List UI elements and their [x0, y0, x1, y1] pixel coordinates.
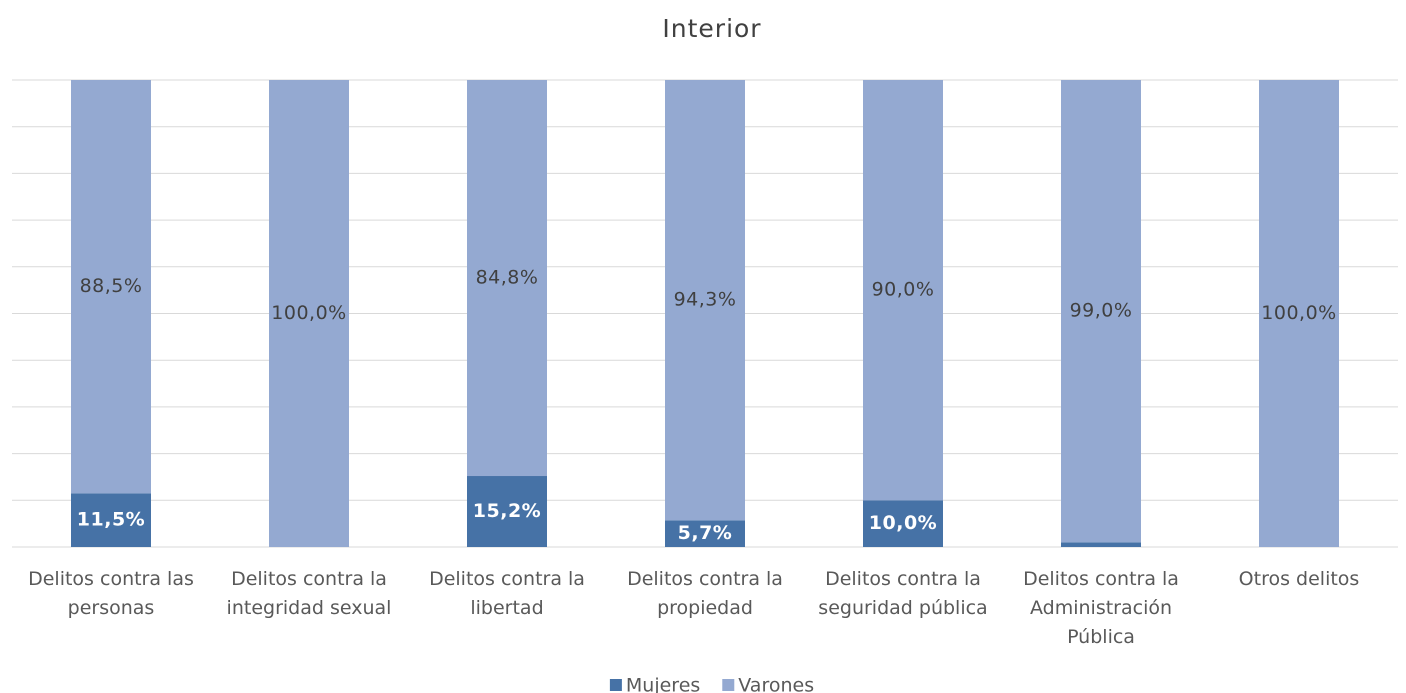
data-label: 100,0% — [1261, 302, 1336, 324]
bar-segment — [1061, 80, 1141, 543]
bar-segment — [71, 80, 151, 494]
x-tick-label: Delitos contra la libertad — [429, 568, 585, 619]
legend-swatch — [609, 679, 622, 691]
legend-label: Varones — [738, 675, 814, 693]
bar-segment — [467, 476, 547, 547]
data-label: 88,5% — [80, 275, 143, 297]
bar-segment — [665, 520, 745, 547]
x-tick-label: Otros delitos — [1239, 568, 1360, 590]
data-label: 84,8% — [476, 267, 539, 289]
bar-segment — [665, 80, 745, 521]
x-tick-label: Delitos contra la Administración Pública — [1023, 568, 1179, 648]
data-label: 94,3% — [674, 289, 737, 311]
bar-segment — [1061, 542, 1141, 547]
data-label: 99,0% — [1070, 300, 1133, 322]
x-tick-label: Delitos contra la seguridad pública — [818, 568, 987, 619]
legend-swatch — [722, 679, 735, 691]
bar-segment — [1259, 80, 1339, 547]
legend: Mujeres Varones — [609, 675, 814, 693]
data-label: 90,0% — [872, 279, 935, 301]
bar-segment — [71, 493, 151, 547]
x-tick-label: Delitos contra la propiedad — [627, 568, 783, 619]
legend-label: Mujeres — [626, 675, 700, 693]
data-label: 11,5% — [77, 509, 145, 531]
data-label: 10,0% — [869, 512, 937, 534]
x-tick-label: Delitos contra las personas — [28, 568, 194, 619]
bar-segment — [863, 80, 943, 501]
data-label: 100,0% — [271, 302, 346, 324]
bar-segment — [863, 500, 943, 547]
bar-segment — [269, 80, 349, 547]
chart-title: Interior — [662, 14, 761, 43]
x-tick-label: Delitos contra la integridad sexual — [227, 568, 392, 619]
data-label: 5,7% — [678, 522, 733, 544]
bar-segment — [467, 80, 547, 477]
data-label: 15,2% — [473, 500, 541, 522]
